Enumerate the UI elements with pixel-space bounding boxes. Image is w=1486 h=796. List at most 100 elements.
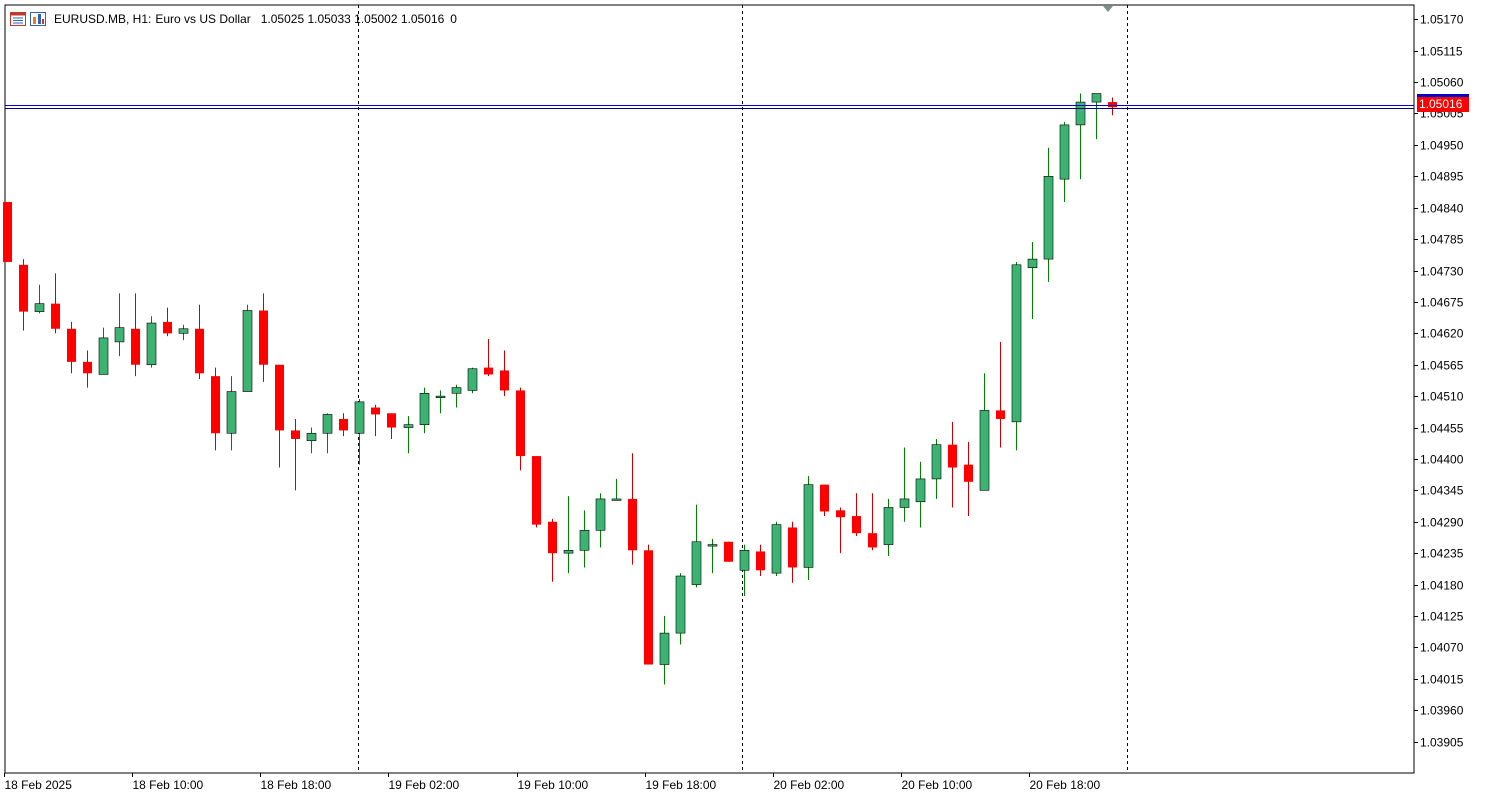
candle-body[interactable] — [836, 510, 845, 518]
x-tick-label: 20 Feb 18:00 — [1030, 778, 1101, 792]
candle-body[interactable] — [3, 201, 12, 262]
y-tick-label: 1.05170 — [1420, 13, 1464, 27]
candle-body[interactable] — [996, 410, 1005, 419]
window-grid-icon[interactable] — [10, 12, 26, 26]
candle-body[interactable] — [707, 544, 718, 547]
candle-body[interactable] — [83, 361, 92, 374]
candle-body[interactable] — [146, 322, 157, 366]
candle-body[interactable] — [1027, 258, 1038, 268]
y-tick-label: 1.04180 — [1420, 579, 1464, 593]
candle-body[interactable] — [306, 432, 317, 441]
y-tick-label: 1.04730 — [1420, 265, 1464, 279]
candle-body[interactable] — [451, 387, 462, 394]
candle-body[interactable] — [756, 551, 765, 571]
y-tick-label: 1.04785 — [1420, 233, 1464, 247]
x-tick-label: 19 Feb 10:00 — [518, 778, 589, 792]
candle-body[interactable] — [628, 498, 637, 551]
candle-body[interactable] — [339, 418, 348, 431]
candle-body[interactable] — [948, 444, 957, 468]
candle-body[interactable] — [1091, 93, 1102, 103]
chart-bars-icon[interactable] — [30, 12, 46, 26]
candle-body[interactable] — [852, 516, 861, 534]
x-tick-label: 18 Feb 18:00 — [261, 778, 332, 792]
candle-body[interactable] — [387, 413, 396, 428]
candle-body[interactable] — [500, 370, 509, 391]
candle-body[interactable] — [899, 498, 910, 508]
candle-body[interactable] — [915, 478, 926, 503]
x-tick-label: 19 Feb 18:00 — [646, 778, 717, 792]
x-tick-label: 19 Feb 02:00 — [389, 778, 460, 792]
candle-body[interactable] — [659, 632, 670, 665]
candle-body[interactable] — [354, 401, 365, 434]
candle-body[interactable] — [563, 550, 574, 554]
x-tick-label: 18 Feb 2025 — [5, 778, 73, 792]
y-tick-label: 1.04620 — [1420, 327, 1464, 341]
candle-body[interactable] — [516, 390, 525, 457]
candle-body[interactable] — [403, 424, 414, 428]
x-tick-label: 20 Feb 02:00 — [774, 778, 845, 792]
candle-body[interactable] — [291, 430, 300, 439]
candle-body[interactable] — [1059, 124, 1070, 180]
y-tick-label: 1.04290 — [1420, 516, 1464, 530]
candle-body[interactable] — [114, 327, 125, 343]
candle-body[interactable] — [595, 498, 606, 531]
candle-body[interactable] — [820, 484, 829, 512]
candle-body[interactable] — [691, 541, 702, 585]
tick-volume: 0 — [450, 12, 457, 26]
y-tick-label: 1.04070 — [1420, 641, 1464, 655]
symbol-label: EURUSD.MB, H1: — [54, 12, 152, 26]
candle-body[interactable] — [371, 407, 380, 415]
candle-body[interactable] — [322, 414, 333, 434]
candle-body[interactable] — [868, 533, 877, 548]
candle-body[interactable] — [259, 310, 268, 365]
candle-body[interactable] — [275, 364, 284, 431]
candle-body[interactable] — [51, 303, 60, 329]
candle-body[interactable] — [435, 395, 446, 398]
candle-body[interactable] — [195, 328, 204, 374]
y-tick-label: 1.04015 — [1420, 673, 1464, 687]
candle-body[interactable] — [1108, 102, 1117, 108]
candle-body[interactable] — [979, 410, 990, 491]
candle-body[interactable] — [739, 550, 750, 571]
candle-body[interactable] — [34, 303, 45, 312]
y-tick-label: 1.03960 — [1420, 704, 1464, 718]
y-tick-label: 1.04675 — [1420, 296, 1464, 310]
candle-body[interactable] — [724, 541, 733, 562]
candle-body[interactable] — [98, 337, 109, 375]
candle-body[interactable] — [548, 521, 557, 554]
candle-body[interactable] — [579, 530, 590, 551]
candle-body[interactable] — [163, 321, 172, 334]
candle-body[interactable] — [644, 550, 653, 665]
candle-body[interactable] — [532, 456, 541, 525]
candle-body[interactable] — [226, 391, 237, 434]
y-tick-label: 1.04400 — [1420, 453, 1464, 467]
candle-body[interactable] — [611, 498, 622, 501]
chart-header: EURUSD.MB, H1: Euro vs US Dollar 1.05025… — [10, 10, 457, 28]
candle-body[interactable] — [1043, 176, 1054, 260]
candle-body[interactable] — [484, 367, 493, 375]
candle-body[interactable] — [771, 524, 782, 574]
candle-body[interactable] — [931, 444, 942, 480]
symbol-description: Euro vs US Dollar — [155, 12, 251, 26]
candle-body[interactable] — [211, 376, 220, 434]
candle-body[interactable] — [67, 328, 76, 362]
current-price-tag: 1.05016 — [1417, 94, 1469, 112]
candle-body[interactable] — [675, 575, 686, 634]
candle-body[interactable] — [419, 392, 430, 425]
candle-body[interactable] — [242, 310, 253, 392]
chart-shift-marker-icon[interactable] — [1103, 6, 1113, 12]
candle-body[interactable] — [788, 527, 797, 568]
candle-body[interactable] — [883, 507, 894, 545]
candle-body[interactable] — [1011, 264, 1022, 423]
candle-body[interactable] — [467, 368, 478, 391]
candle-body[interactable] — [964, 464, 973, 482]
candle-body[interactable] — [803, 484, 814, 568]
candle-body[interactable] — [1075, 101, 1086, 126]
candle-body[interactable] — [19, 264, 28, 312]
y-tick-label: 1.04565 — [1420, 359, 1464, 373]
y-tick-label: 1.04125 — [1420, 610, 1464, 624]
candle-body[interactable] — [131, 328, 140, 365]
candle-body[interactable] — [178, 328, 189, 334]
y-tick-label: 1.04950 — [1420, 139, 1464, 153]
